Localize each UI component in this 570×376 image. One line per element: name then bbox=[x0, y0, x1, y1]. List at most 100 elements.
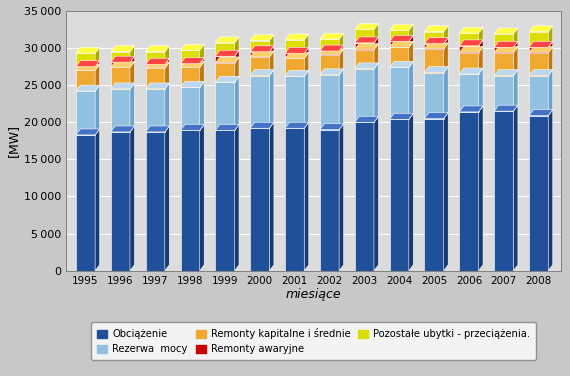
Polygon shape bbox=[285, 122, 309, 128]
Polygon shape bbox=[514, 105, 518, 271]
Polygon shape bbox=[181, 130, 199, 271]
Polygon shape bbox=[548, 47, 553, 76]
Polygon shape bbox=[215, 43, 234, 56]
Polygon shape bbox=[459, 33, 479, 46]
Polygon shape bbox=[443, 113, 448, 271]
Polygon shape bbox=[529, 47, 548, 53]
Polygon shape bbox=[390, 114, 413, 119]
Polygon shape bbox=[459, 46, 479, 53]
Polygon shape bbox=[320, 69, 344, 75]
Polygon shape bbox=[320, 51, 339, 55]
Polygon shape bbox=[320, 45, 344, 51]
Polygon shape bbox=[494, 34, 514, 47]
Polygon shape bbox=[494, 53, 514, 76]
Polygon shape bbox=[304, 34, 309, 53]
Polygon shape bbox=[215, 76, 239, 82]
Polygon shape bbox=[409, 114, 413, 271]
Polygon shape bbox=[200, 82, 204, 130]
Polygon shape bbox=[339, 33, 344, 51]
Polygon shape bbox=[250, 52, 270, 57]
Polygon shape bbox=[409, 24, 413, 41]
Polygon shape bbox=[111, 67, 130, 89]
Polygon shape bbox=[165, 126, 169, 271]
Polygon shape bbox=[459, 112, 479, 271]
Polygon shape bbox=[390, 61, 413, 67]
Polygon shape bbox=[459, 47, 483, 53]
Polygon shape bbox=[285, 53, 309, 58]
Polygon shape bbox=[390, 35, 413, 41]
Polygon shape bbox=[339, 45, 344, 55]
Polygon shape bbox=[355, 24, 378, 29]
Polygon shape bbox=[320, 75, 339, 130]
Polygon shape bbox=[390, 41, 409, 47]
Polygon shape bbox=[479, 47, 483, 74]
Polygon shape bbox=[285, 34, 309, 40]
Polygon shape bbox=[479, 68, 483, 112]
Polygon shape bbox=[130, 83, 135, 132]
Polygon shape bbox=[304, 122, 309, 271]
Polygon shape bbox=[270, 70, 274, 128]
Polygon shape bbox=[304, 53, 309, 76]
Polygon shape bbox=[95, 129, 100, 271]
Polygon shape bbox=[250, 41, 270, 52]
Polygon shape bbox=[494, 105, 518, 111]
Polygon shape bbox=[285, 76, 304, 128]
Polygon shape bbox=[270, 51, 274, 76]
Polygon shape bbox=[165, 62, 169, 89]
Polygon shape bbox=[76, 70, 95, 91]
Polygon shape bbox=[339, 69, 344, 130]
X-axis label: miesiące: miesiące bbox=[286, 288, 341, 301]
Polygon shape bbox=[355, 29, 374, 43]
Polygon shape bbox=[270, 46, 274, 57]
Polygon shape bbox=[320, 130, 339, 271]
Polygon shape bbox=[494, 76, 514, 111]
Polygon shape bbox=[111, 83, 135, 89]
Polygon shape bbox=[181, 67, 199, 87]
Polygon shape bbox=[514, 47, 518, 76]
Polygon shape bbox=[459, 106, 483, 112]
Polygon shape bbox=[250, 46, 274, 52]
Polygon shape bbox=[76, 129, 100, 135]
Polygon shape bbox=[374, 24, 378, 43]
Polygon shape bbox=[181, 87, 199, 130]
Polygon shape bbox=[390, 24, 413, 30]
Polygon shape bbox=[390, 119, 409, 271]
Polygon shape bbox=[425, 49, 443, 73]
Polygon shape bbox=[459, 53, 479, 74]
Polygon shape bbox=[181, 61, 204, 67]
Polygon shape bbox=[425, 32, 443, 44]
Polygon shape bbox=[146, 132, 165, 271]
Polygon shape bbox=[320, 33, 344, 39]
Polygon shape bbox=[479, 106, 483, 271]
Polygon shape bbox=[285, 53, 304, 58]
Polygon shape bbox=[250, 122, 274, 128]
Polygon shape bbox=[529, 115, 548, 271]
Polygon shape bbox=[339, 49, 344, 75]
Polygon shape bbox=[529, 76, 548, 115]
Polygon shape bbox=[390, 47, 409, 67]
Polygon shape bbox=[76, 47, 100, 53]
Polygon shape bbox=[130, 56, 135, 67]
Polygon shape bbox=[76, 61, 100, 67]
Polygon shape bbox=[250, 70, 274, 76]
Polygon shape bbox=[374, 37, 378, 50]
Polygon shape bbox=[443, 67, 448, 118]
Polygon shape bbox=[494, 41, 518, 47]
Polygon shape bbox=[215, 63, 234, 82]
Polygon shape bbox=[250, 57, 270, 76]
Polygon shape bbox=[200, 58, 204, 67]
Polygon shape bbox=[425, 44, 443, 49]
Polygon shape bbox=[146, 68, 165, 89]
Polygon shape bbox=[374, 44, 378, 69]
Polygon shape bbox=[494, 70, 518, 76]
Polygon shape bbox=[355, 37, 378, 43]
Polygon shape bbox=[130, 126, 135, 271]
Polygon shape bbox=[304, 47, 309, 58]
Polygon shape bbox=[459, 68, 483, 74]
Polygon shape bbox=[146, 83, 169, 89]
Polygon shape bbox=[320, 124, 344, 130]
Polygon shape bbox=[146, 62, 169, 68]
Polygon shape bbox=[514, 41, 518, 53]
Polygon shape bbox=[234, 76, 239, 130]
Legend: Obciążenie, Rezerwa  mocy, Remonty kapitalne i średnie, Remonty awaryjne, Pozost: Obciążenie, Rezerwa mocy, Remonty kapita… bbox=[91, 323, 536, 361]
